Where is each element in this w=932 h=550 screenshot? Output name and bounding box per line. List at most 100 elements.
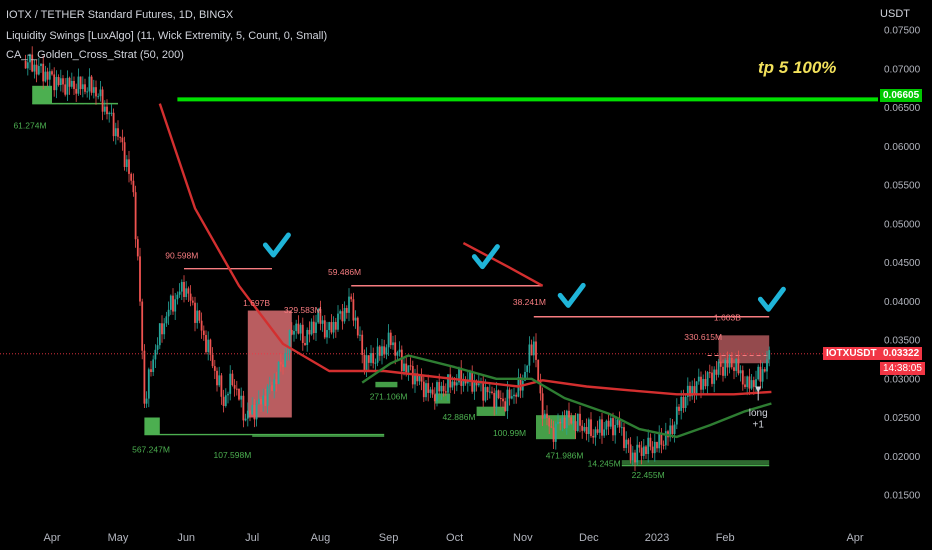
candle-body [532,341,535,356]
volume-label: 90.598M [165,251,198,261]
candle-body [559,421,562,424]
candle-body [264,395,267,406]
candle-body [282,364,284,367]
y-tick-label: 0.07000 [884,64,921,75]
candle-body [262,395,265,405]
candle-body [565,410,568,429]
indicator-golden-cross[interactable]: CA_-_Golden_Cross_Strat (50, 200) [6,49,184,61]
tp-annotation: tp 5 100% [758,58,837,77]
candle-body [631,452,634,461]
candle-body [609,418,612,427]
candle-body [222,396,225,406]
candle-body [156,345,159,350]
x-tick-label: Apr [43,532,60,544]
volume-label: 107.598M [213,450,251,460]
candle-body [598,419,601,433]
candle-body [40,63,42,67]
candle-body [425,383,427,398]
candle-body [623,427,625,448]
candle-body [84,84,86,92]
candle-body [759,366,762,382]
candle-body [442,385,445,392]
x-tick-label: Dec [579,532,599,544]
candle-body [266,386,269,406]
candle-body [242,395,245,421]
candle-body [680,396,683,411]
y-tick-label: 0.01500 [884,491,921,502]
candle-body [345,308,348,313]
candle-body [693,386,696,395]
candle-body [86,91,89,93]
candle-body [339,311,342,314]
candle-body [403,363,405,372]
candle-body [227,393,229,396]
symbol-tag[interactable]: IOTXUSDT [823,347,880,360]
candle-body [748,376,751,389]
candle-body [552,427,555,442]
candle-body [172,295,174,312]
y-tick-label: 0.06500 [884,103,921,114]
candle-body [363,354,366,372]
candle-body [702,379,705,390]
candle-body [440,385,443,392]
candle-body [686,385,689,397]
candle-body [526,365,529,372]
volume-label: 38.241M [513,297,546,307]
candle-body [260,398,262,405]
candle-body [178,291,181,295]
candle-body [596,429,599,433]
candle-body [726,360,729,368]
volume-label: 271.106M [370,392,408,402]
candle-body [150,369,152,373]
candle-body [543,413,546,419]
candle-body [607,420,610,427]
candle-body [737,358,740,374]
candle-body [154,349,157,360]
candle-body [711,372,713,384]
candle-body [497,390,500,399]
candle-body [121,137,124,143]
candle-body [365,355,368,372]
candle-body [477,383,480,386]
indicator-liquidity-swings[interactable]: Liquidity Swings [LuxAlgo] (11, Wick Ext… [6,30,328,42]
candle-body [136,239,139,257]
candle-body [387,332,390,348]
candle-body [295,323,298,332]
candle-body [376,346,379,363]
candle-body [473,381,476,392]
candle-body [235,388,238,390]
candle-body [326,330,328,338]
candle-body [697,376,700,382]
candle-body [658,433,661,449]
candle-body [383,346,386,355]
candle-body [253,404,256,420]
candle-body [284,353,287,367]
candle-body [469,372,471,381]
x-tick-label: Jun [177,532,195,544]
candle-body [202,330,205,335]
candle-body [506,389,509,412]
candle-body [519,377,522,391]
candle-body [550,426,553,428]
candle-body [585,426,588,435]
candle-body [189,293,192,301]
volume-label: 14.245M [588,458,621,468]
candle-body [728,357,731,368]
candle-body [557,421,559,424]
candle-body [649,437,652,447]
x-tick-label: Sep [379,532,399,544]
candle-body [614,424,617,436]
candle-body [128,159,130,174]
x-tick-label: Jul [245,532,259,544]
candle-body [64,84,67,95]
candle-body [354,317,357,321]
y-tick-label: 0.04000 [884,297,921,308]
candle-body [486,387,489,393]
candle-body [180,281,183,292]
candle-body [213,366,216,371]
candle-body [238,388,240,400]
bar-countdown-tag: 14:38:05 [880,362,925,375]
candle-body [603,429,606,436]
candle-body [68,77,71,87]
